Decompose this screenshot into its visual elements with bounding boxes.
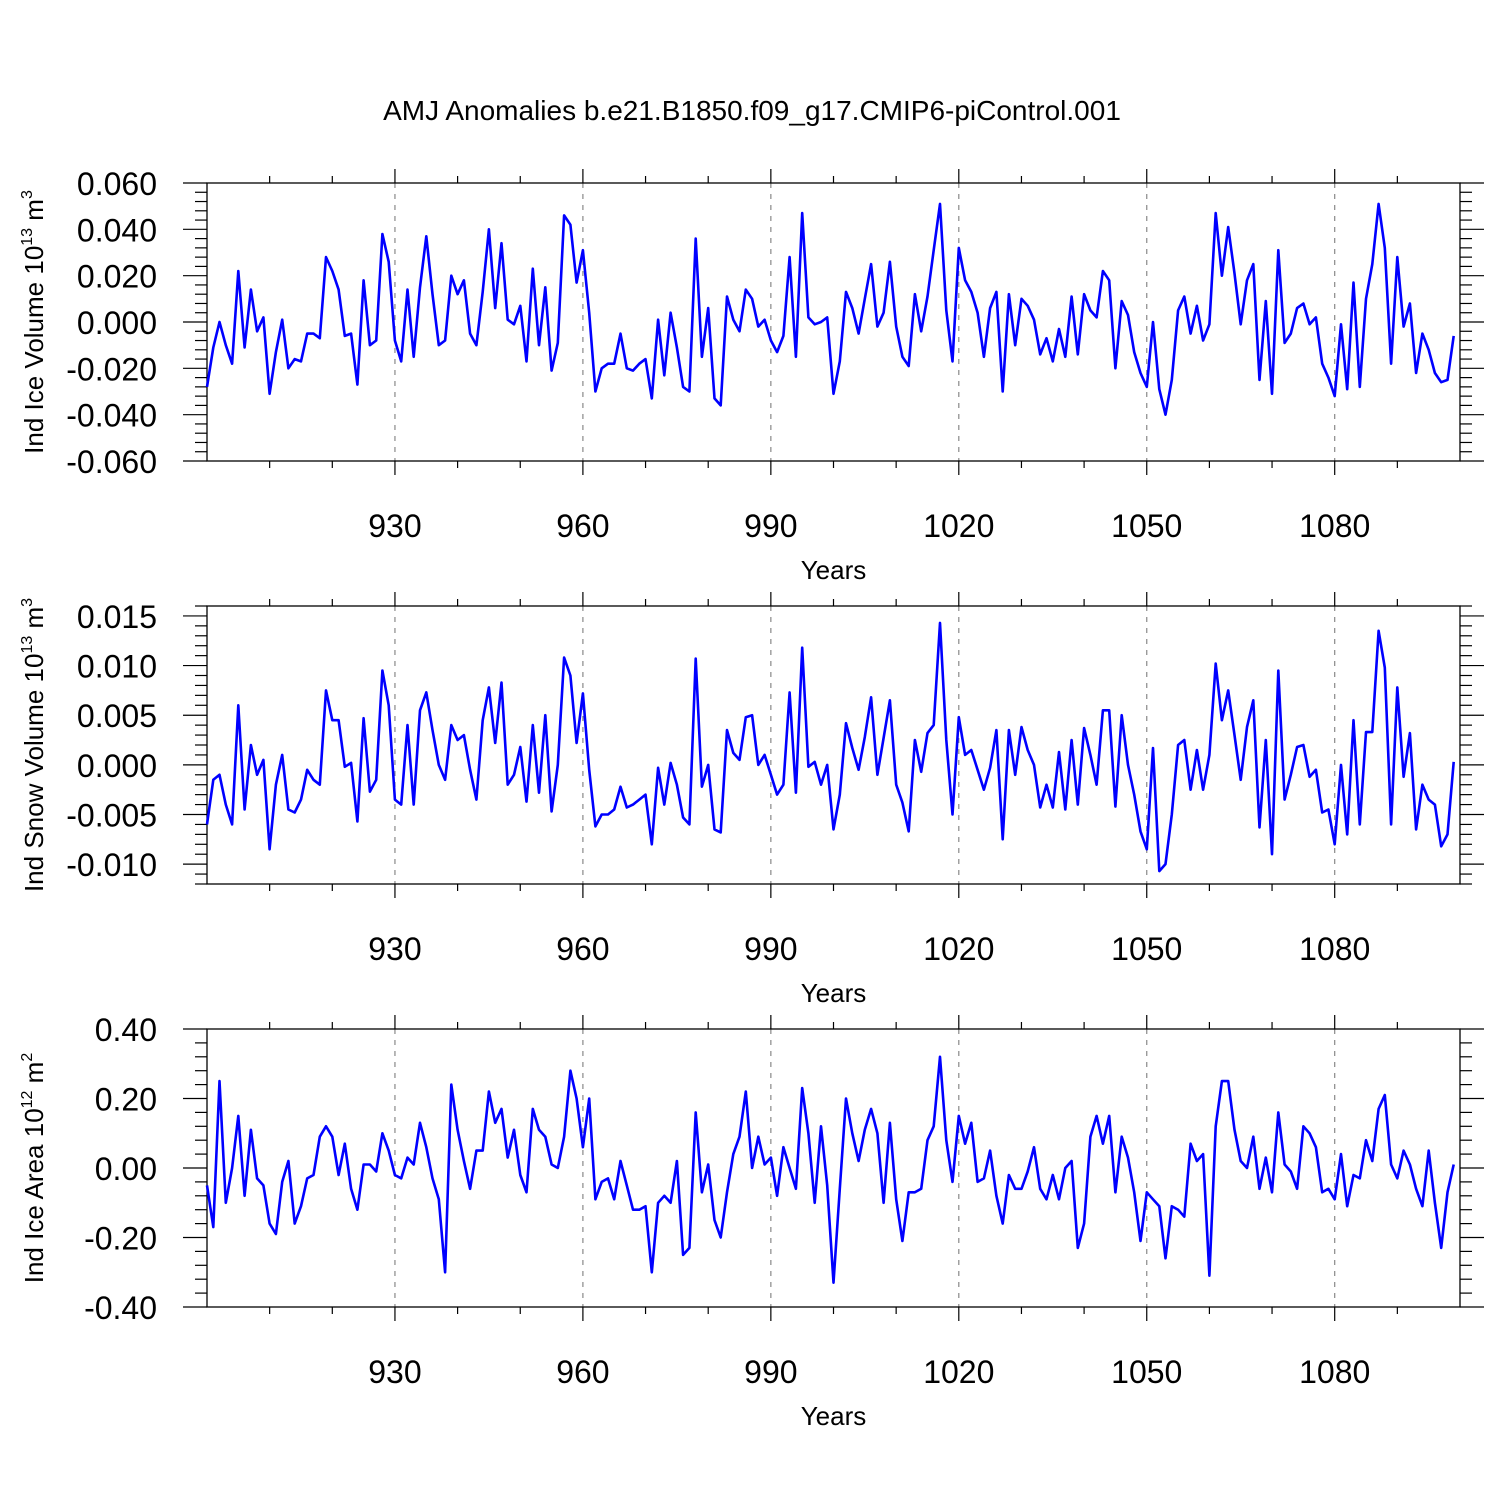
y-tick-label: 0.040 [77, 212, 157, 248]
y-tick-label: 0.00 [95, 1151, 157, 1187]
y-tick-label: -0.020 [66, 351, 157, 387]
x-tick-label: 960 [556, 1354, 609, 1390]
y-tick-label: -0.060 [66, 444, 157, 480]
x-tick-label: 930 [368, 931, 421, 967]
y-tick-label: -0.20 [84, 1221, 157, 1257]
y-tick-label: 0.20 [95, 1082, 157, 1118]
y-tick-label: -0.40 [84, 1290, 157, 1326]
x-tick-label: 1080 [1299, 508, 1370, 544]
ice-volume-panel: 930 960 990 1020 1050 1080 Years -0.060 -0.040 -0… [19, 166, 1484, 585]
y-tick-label: 0.010 [77, 649, 157, 685]
y-tick-label: -0.010 [66, 847, 157, 883]
chart-title: AMJ Anomalies b.e21.B1850.f09_g17.CMIP6-… [383, 95, 1121, 126]
y-axis-title: Ind Ice Area 1012 m2 [19, 1053, 49, 1284]
x-tick-label: 1050 [1111, 508, 1182, 544]
y-tick-label: 0.000 [77, 305, 157, 341]
x-tick-label: 1080 [1299, 931, 1370, 967]
x-tick-label: 960 [556, 508, 609, 544]
x-axis-title: Years [801, 555, 867, 585]
y-tick-label: 0.005 [77, 698, 157, 734]
y-axis-title: Ind Snow Volume 1013 m3 [19, 598, 49, 892]
ice-area-series-line [205, 1055, 1455, 1284]
y-tick-label: 0.060 [77, 166, 157, 202]
x-tick-label: 990 [744, 508, 797, 544]
x-tick-label: 930 [368, 1354, 421, 1390]
y-tick-label: -0.040 [66, 398, 157, 434]
x-tick-label: 990 [744, 1354, 797, 1390]
ice-area-panel: 930 960 990 1020 1050 1080 Years -0.40 -0.20 0.00… [19, 1012, 1484, 1431]
snow-volume-panel: 930 960 990 1020 1050 1080 Years -0.010 -0.005 0.… [19, 592, 1484, 1008]
x-tick-label: 1020 [923, 508, 994, 544]
x-tick-label: 1050 [1111, 931, 1182, 967]
y-axis-title: Ind Ice Volume 1013 m3 [19, 190, 49, 454]
panels: 930 960 990 1020 1050 1080 Years -0.060 -0.040 -0… [19, 166, 1484, 1431]
x-axis-title: Years [801, 978, 867, 1008]
plot-frame [206, 182, 1461, 462]
y-tick-label: 0.015 [77, 599, 157, 635]
x-tick-label: 1020 [923, 1354, 994, 1390]
x-tick-label: 1050 [1111, 1354, 1182, 1390]
x-tick-label: 1080 [1299, 1354, 1370, 1390]
y-tick-label: 0.000 [77, 748, 157, 784]
x-axis-title: Years [801, 1401, 867, 1431]
x-tick-label: 930 [368, 508, 421, 544]
snow-volume-series-line [205, 621, 1455, 873]
x-tick-label: 960 [556, 931, 609, 967]
ice-volume-series-line [205, 202, 1455, 417]
y-tick-label: 0.020 [77, 259, 157, 295]
y-tick-label: 0.40 [95, 1012, 157, 1048]
y-tick-label: -0.005 [66, 798, 157, 834]
x-tick-label: 990 [744, 931, 797, 967]
x-tick-label: 1020 [923, 931, 994, 967]
